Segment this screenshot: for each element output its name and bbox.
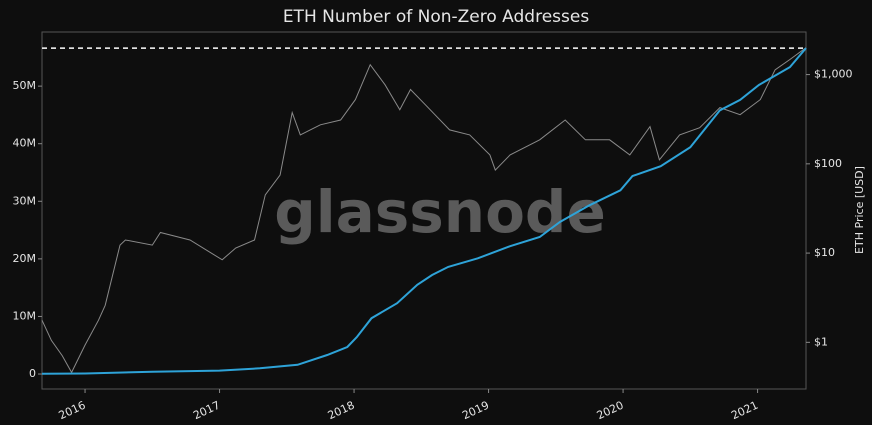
chart-title: ETH Number of Non-Zero Addresses	[283, 7, 590, 27]
y2-tick-label: $100	[814, 157, 842, 170]
y2-tick-label: $10	[814, 246, 835, 259]
y-tick-label: 40M	[13, 137, 37, 150]
data-line	[41, 47, 807, 374]
data-line	[41, 47, 807, 375]
y-tick-label: 30M	[13, 194, 37, 207]
y2-tick-label: $1,000	[814, 68, 853, 81]
y-tick-label: 50M	[13, 79, 37, 92]
y2-axis-label: ETH Price [USD]	[853, 166, 866, 254]
watermark: glassnode	[274, 178, 606, 246]
y-tick-label: 10M	[13, 309, 37, 322]
plot-frame	[41, 31, 807, 390]
y-tick-label: 0	[29, 367, 36, 380]
y2-tick-label: $1	[814, 335, 828, 348]
y-tick-label: 20M	[13, 252, 37, 265]
